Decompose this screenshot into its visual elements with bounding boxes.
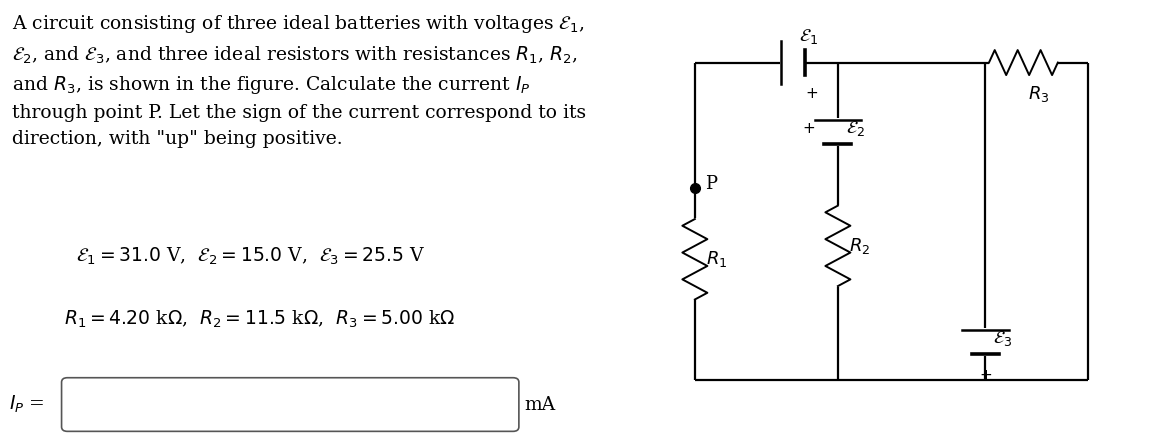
Text: P: P (705, 175, 716, 193)
Text: +: + (806, 86, 819, 101)
Text: $\mathcal{E}_3$: $\mathcal{E}_3$ (994, 329, 1012, 348)
Text: $R_1$: $R_1$ (706, 249, 728, 269)
Text: $I_P$ =: $I_P$ = (9, 394, 44, 415)
Text: $R_2$: $R_2$ (849, 236, 871, 256)
Text: $\mathcal{E}_2$: $\mathcal{E}_2$ (846, 119, 865, 138)
Text: $R_1 = 4.20$ k$\Omega$,  $R_2 = 11.5$ k$\Omega$,  $R_3 = 5.00$ k$\Omega$: $R_1 = 4.20$ k$\Omega$, $R_2 = 11.5$ k$\… (65, 308, 455, 330)
Text: +: + (802, 121, 815, 136)
Text: $\mathcal{E}_1$: $\mathcal{E}_1$ (799, 26, 817, 46)
Text: $\mathcal{E}_1 = 31.0$ V,  $\mathcal{E}_2 = 15.0$ V,  $\mathcal{E}_3 = 25.5$ V: $\mathcal{E}_1 = 31.0$ V, $\mathcal{E}_2… (77, 246, 425, 267)
Text: A circuit consisting of three ideal batteries with voltages $\mathcal{E}_1$,
$\m: A circuit consisting of three ideal batt… (12, 13, 586, 148)
Text: mA: mA (525, 396, 556, 413)
FancyBboxPatch shape (62, 378, 519, 431)
Text: $R_3$: $R_3$ (1027, 84, 1050, 104)
Text: +: + (979, 368, 991, 383)
